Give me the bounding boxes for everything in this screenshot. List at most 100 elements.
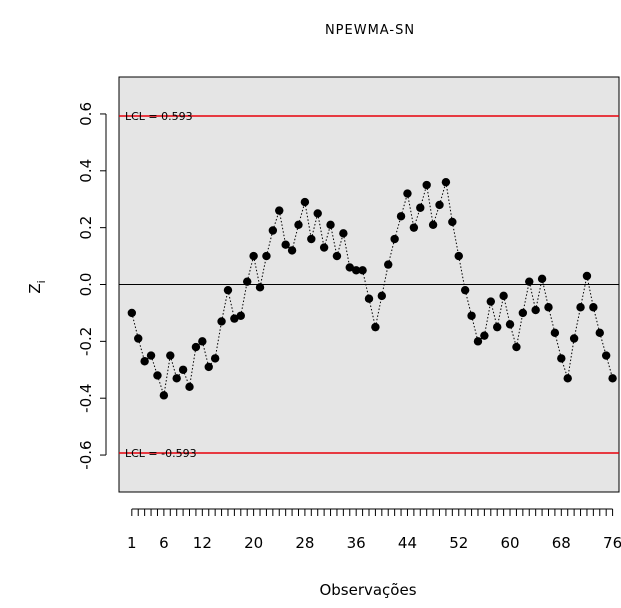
data-point-72 [582,271,592,281]
connector-56 [483,301,492,336]
data-point-22 [262,251,271,261]
connector-59 [503,295,511,325]
data-point-10 [185,382,194,392]
connector-18 [240,281,248,316]
data-point-41 [384,260,393,269]
data-point-47 [422,180,431,190]
connector-53 [464,290,473,316]
data-point-63 [525,277,534,286]
data-point-1 [127,308,137,318]
data-point-67 [550,328,560,338]
connector-66 [548,307,556,333]
data-point-29 [307,234,316,244]
data-point-15 [217,317,226,326]
y-tick-label-5: 0.4 [77,159,95,183]
control-limit-label-1: LCL = -0.593 [125,447,197,460]
x-tick-label-28: 28 [295,534,314,552]
x-tick-label-36: 36 [347,534,366,552]
data-point-24 [275,206,284,215]
connector-30 [317,213,325,248]
data-point-37 [358,266,367,275]
data-point-12 [198,337,207,346]
data-point-21 [255,283,265,292]
data-point-60 [505,320,515,329]
data-point-44 [403,189,412,198]
data-point-13 [204,362,213,372]
data-point-9 [178,365,188,374]
data-point-3 [140,357,149,366]
data-point-65 [537,274,547,284]
data-point-32 [326,220,335,230]
connector-29 [310,213,319,240]
data-point-16 [223,285,233,295]
data-point-14 [210,354,220,363]
data-point-42 [390,234,399,244]
chart-title: NPEWMA-SN [325,23,415,38]
data-point-2 [134,334,143,343]
data-point-34 [339,229,348,238]
data-point-4 [146,351,156,360]
data-point-38 [364,294,374,303]
data-point-18 [236,311,245,320]
x-tick-label-20: 20 [244,534,263,552]
connector-67 [554,332,562,359]
data-point-52 [454,251,463,261]
x-tick-label-44: 44 [398,534,417,552]
connector-41 [387,238,396,265]
connector-73 [592,307,601,333]
data-point-20 [249,251,258,261]
data-point-48 [428,220,438,230]
connector-14 [214,321,223,359]
x-axis-label: Observações [319,581,416,599]
data-point-62 [518,308,528,318]
y-tick-label-3: 0.0 [77,273,95,297]
data-point-17 [230,314,239,323]
data-point-45 [409,223,419,232]
data-point-68 [557,354,566,363]
data-point-26 [287,246,297,255]
y-axis-label-main: Z [26,283,44,293]
connector-57 [490,301,498,328]
data-point-71 [576,303,585,312]
connector-65 [541,278,549,308]
data-point-7 [166,351,175,360]
connector-61 [515,312,524,348]
x-tick-label-76: 76 [603,534,621,552]
connector-54 [471,315,479,342]
data-point-49 [435,200,444,210]
connector-19 [246,255,255,282]
x-tick-label-1: 1 [127,534,137,552]
data-point-74 [595,328,604,338]
data-point-51 [448,217,457,227]
data-point-53 [460,285,470,295]
data-point-31 [319,243,329,252]
connector-63 [528,281,537,311]
data-point-19 [243,277,252,286]
connector-22 [265,230,274,257]
data-point-33 [332,251,342,261]
y-tick-label-1: -0.4 [77,384,95,413]
data-point-50 [441,177,451,187]
x-tick-label-60: 60 [500,534,519,552]
data-point-46 [416,203,425,212]
data-point-75 [601,351,611,360]
data-point-8 [172,374,181,383]
data-point-23 [268,226,278,235]
connector-37 [362,270,370,299]
connector-26 [291,224,299,251]
data-point-30 [313,209,322,218]
data-point-61 [512,342,521,352]
data-point-57 [486,297,495,306]
control-limit-label-0: LCL = 0.593 [125,110,193,123]
data-point-54 [467,311,476,320]
data-point-70 [569,334,579,343]
data-point-27 [294,220,303,230]
data-point-28 [300,197,310,207]
data-point-40 [377,291,387,301]
x-tick-label-6: 6 [159,534,169,552]
connector-28 [304,201,312,240]
data-point-59 [499,291,508,301]
x-tick-label-12: 12 [193,534,212,552]
connector-51 [451,221,460,257]
